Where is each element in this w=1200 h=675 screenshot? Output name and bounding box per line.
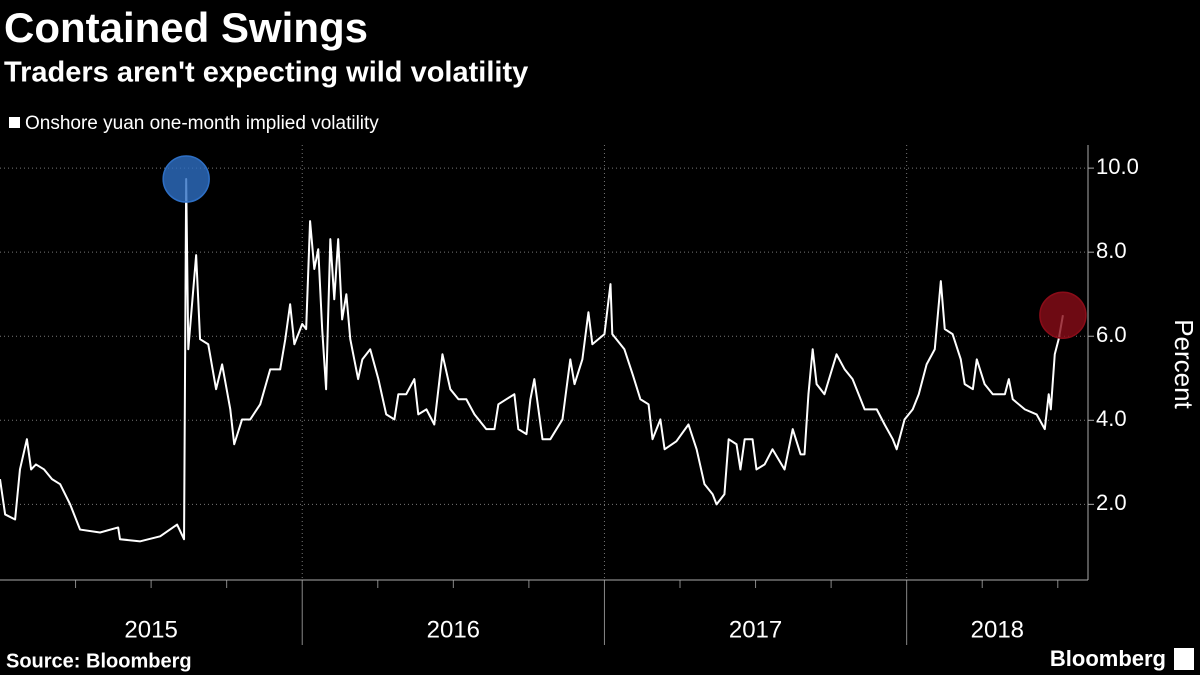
chart-title: Contained Swings [4,4,368,51]
brand-icon [1174,648,1194,670]
legend-label: Onshore yuan one-month implied volatilit… [25,113,379,134]
y-tick-label: 8.0 [1096,238,1127,263]
y-tick-label: 6.0 [1096,322,1127,347]
line-series [0,178,1064,543]
y-tick-label: 2.0 [1096,490,1127,515]
brand: Bloomberg [1050,646,1166,671]
y-tick-label: 10.0 [1096,154,1139,179]
chart-subtitle: Traders aren't expecting wild volatility [4,57,528,89]
y-tick-label: 4.0 [1096,406,1127,431]
x-tick-label: 2018 [971,616,1024,643]
x-tick-label: 2017 [729,616,782,643]
source: Source: Bloomberg [6,650,192,672]
x-tick-label: 2016 [427,616,480,643]
legend-swatch [9,117,20,128]
highlight-circle [162,155,210,203]
x-tick-label: 2015 [124,616,177,643]
y-axis-label: Percent [1169,319,1199,409]
highlight-circle [1039,291,1087,339]
